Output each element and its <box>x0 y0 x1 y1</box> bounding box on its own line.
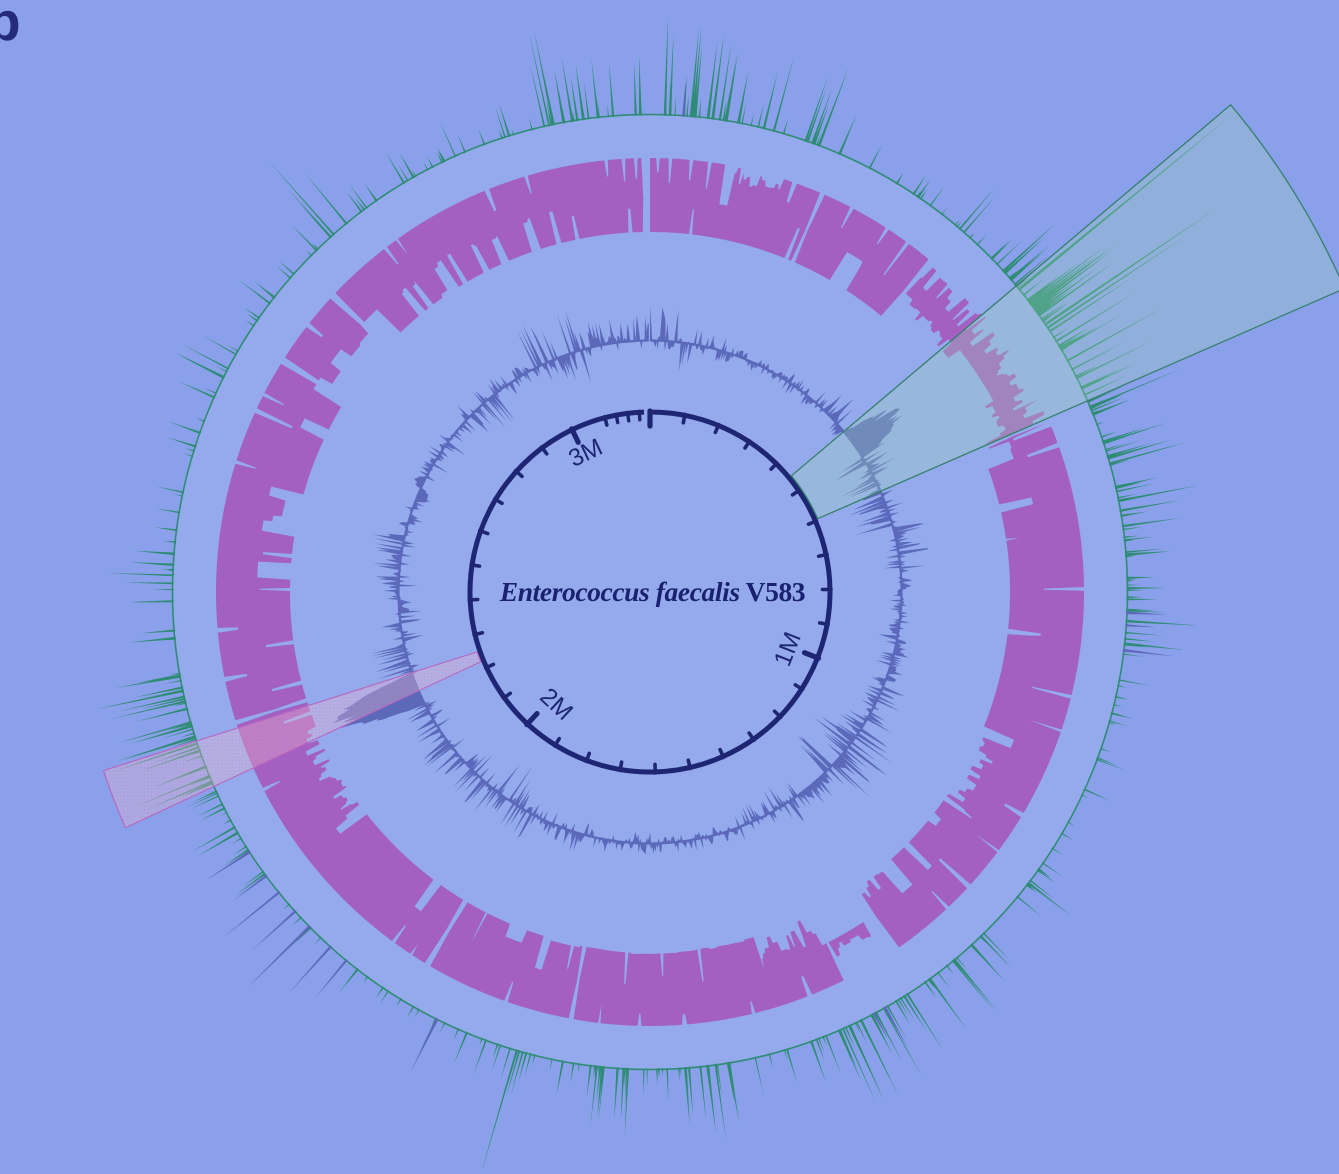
svg-text:b: b <box>0 0 21 52</box>
svg-text:Enterococcus faecalis V583: Enterococcus faecalis V583 <box>499 576 805 607</box>
